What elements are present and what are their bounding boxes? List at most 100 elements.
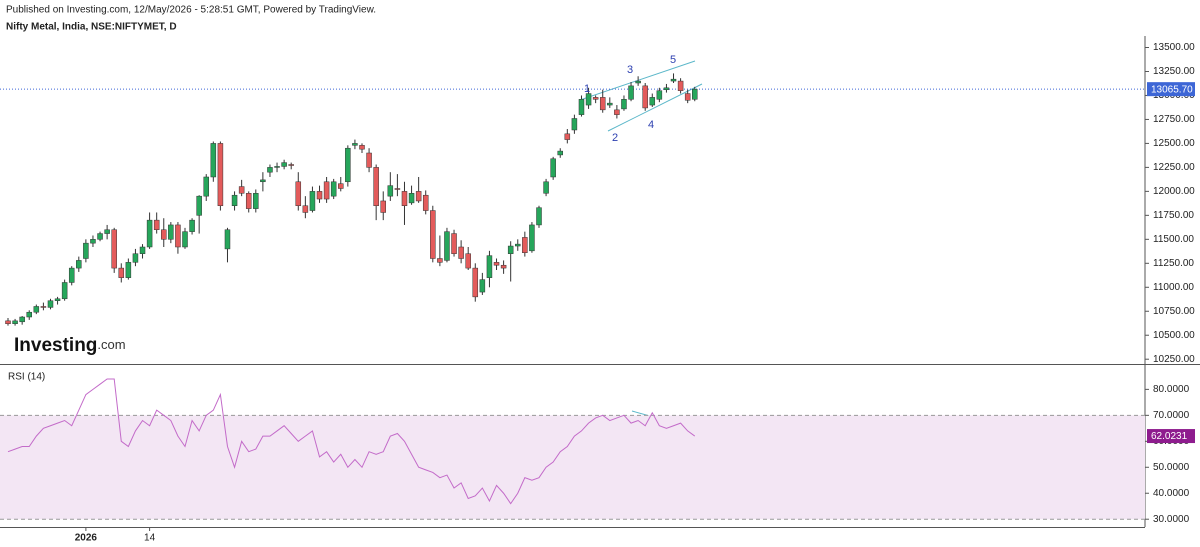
candle-body bbox=[168, 224, 174, 240]
candle-body bbox=[132, 253, 139, 263]
candle-body bbox=[493, 262, 500, 266]
y-tick-label: 10250.00 bbox=[1153, 354, 1195, 365]
candle-body bbox=[97, 233, 103, 240]
candle-body bbox=[684, 93, 691, 101]
candle-body bbox=[54, 298, 61, 301]
wave-label: 3 bbox=[627, 64, 633, 76]
candle-body bbox=[465, 253, 471, 269]
logo-brand-text: Investing bbox=[14, 335, 97, 356]
candle-body bbox=[309, 191, 316, 211]
candle-body bbox=[536, 207, 542, 226]
candle-body bbox=[649, 97, 656, 106]
candle-body bbox=[345, 147, 351, 183]
candle-body bbox=[83, 242, 89, 259]
candle-body bbox=[118, 267, 125, 278]
wave-label: 4 bbox=[648, 119, 654, 131]
rsi-band bbox=[0, 415, 1145, 520]
wave-label: 1 bbox=[584, 83, 590, 95]
candle-body bbox=[359, 145, 365, 150]
candle-body bbox=[5, 320, 11, 324]
candle-body bbox=[515, 243, 521, 247]
candle-body bbox=[161, 229, 167, 240]
candle-body bbox=[550, 158, 556, 178]
candle-body bbox=[274, 166, 280, 168]
candle-body bbox=[444, 231, 450, 261]
y-tick-label: 10500.00 bbox=[1153, 330, 1195, 341]
candle-body bbox=[380, 200, 386, 213]
candle-body bbox=[422, 194, 429, 211]
candle-body bbox=[486, 255, 493, 278]
candle-body bbox=[260, 179, 266, 183]
y-tick-label: 12500.00 bbox=[1153, 138, 1195, 149]
candle-body bbox=[253, 193, 259, 209]
candle-body bbox=[203, 176, 209, 197]
channel-lower bbox=[607, 83, 703, 132]
y-tick-label: 12250.00 bbox=[1153, 162, 1195, 173]
candle-body bbox=[585, 93, 592, 106]
x-tick-label: 2026 bbox=[75, 533, 98, 544]
y-tick-label: 13250.00 bbox=[1153, 66, 1195, 77]
candle-body bbox=[387, 185, 394, 197]
candle-body bbox=[182, 231, 188, 248]
candle-body bbox=[231, 194, 238, 207]
y-tick-label: 40.0000 bbox=[1153, 488, 1190, 499]
candle-body bbox=[479, 279, 486, 293]
channel-upper bbox=[579, 60, 696, 101]
candle-body bbox=[451, 233, 457, 254]
candle-body bbox=[245, 193, 252, 209]
candle-body bbox=[522, 237, 528, 253]
y-tick-label: 80.0000 bbox=[1153, 384, 1190, 395]
channel-lines bbox=[579, 60, 703, 429]
y-tick-label: 70.0000 bbox=[1153, 410, 1190, 421]
candle-body bbox=[19, 316, 25, 323]
candle-body bbox=[578, 99, 585, 115]
candle-body bbox=[68, 267, 75, 283]
candle-body bbox=[189, 219, 195, 232]
candle-body bbox=[458, 246, 464, 259]
candle-body bbox=[571, 118, 578, 131]
last-value-label: 13065.70 bbox=[1151, 84, 1193, 95]
candle-body bbox=[90, 239, 96, 244]
candle-body bbox=[302, 205, 309, 213]
candle-body bbox=[599, 97, 606, 111]
candle-body bbox=[437, 258, 443, 263]
candle-body bbox=[394, 188, 401, 190]
candle-body bbox=[677, 80, 684, 91]
y-tick-label: 30.0000 bbox=[1153, 514, 1190, 525]
candle-body bbox=[153, 219, 160, 230]
wave-label: 5 bbox=[670, 54, 676, 66]
logo-suffix: .com bbox=[97, 337, 125, 352]
y-tick-label: 10750.00 bbox=[1153, 306, 1195, 317]
rsi-line bbox=[7, 378, 696, 505]
candle-body bbox=[366, 152, 372, 168]
candle-body bbox=[635, 80, 641, 84]
candle-body bbox=[628, 85, 634, 100]
candle-body bbox=[217, 143, 224, 207]
candle-body bbox=[295, 181, 302, 207]
rsi-title: RSI (14) bbox=[8, 372, 45, 383]
candle-body bbox=[139, 246, 146, 254]
candle-body bbox=[76, 260, 82, 269]
candle-body bbox=[40, 306, 47, 308]
candle-body bbox=[607, 102, 613, 106]
y-tick-label: 13500.00 bbox=[1153, 42, 1195, 53]
candle-body bbox=[330, 181, 337, 197]
candle-body bbox=[352, 143, 358, 146]
candle-body bbox=[663, 87, 670, 90]
candle-body bbox=[12, 320, 18, 324]
published-note: Published on Investing.com, 12/May/2026 … bbox=[6, 5, 376, 16]
candle-body bbox=[656, 90, 663, 100]
candle-body bbox=[196, 195, 202, 216]
candle-body bbox=[670, 78, 677, 82]
candle-body bbox=[26, 311, 32, 318]
candle-body bbox=[338, 183, 344, 189]
candle-body bbox=[614, 109, 620, 115]
candle-body bbox=[543, 181, 549, 194]
candle-body bbox=[288, 164, 294, 166]
candle-body bbox=[238, 186, 245, 194]
wave-label: 2 bbox=[612, 132, 618, 144]
candle-body bbox=[175, 224, 181, 248]
chart-title: Nifty Metal, India, NSE:NIFTYMET, D bbox=[6, 22, 177, 33]
candle-body bbox=[557, 150, 563, 156]
y-tick-label: 11250.00 bbox=[1153, 258, 1194, 269]
